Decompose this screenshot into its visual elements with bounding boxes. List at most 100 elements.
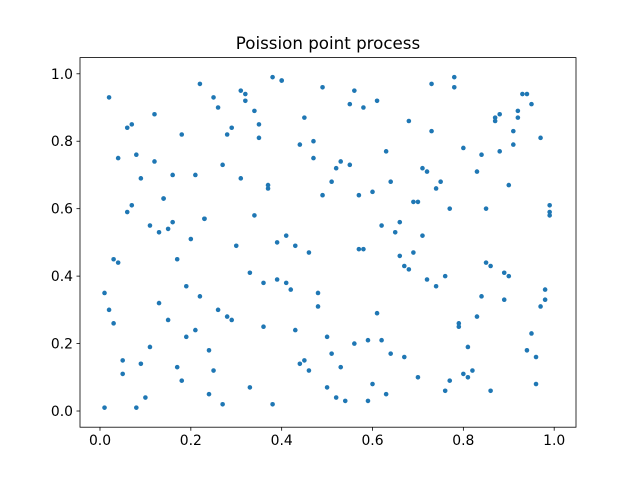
scatter-point [456, 321, 462, 326]
scatter-point [429, 81, 434, 87]
scatter-point [492, 115, 498, 120]
scatter-point [229, 317, 235, 323]
scatter-point [238, 88, 244, 93]
scatter-point [538, 304, 543, 309]
scatter-point [383, 149, 389, 154]
scatter-point [224, 314, 230, 319]
scatter-point [329, 179, 334, 184]
scatter-point [361, 105, 366, 110]
scatter-point [188, 236, 194, 242]
scatter-point [315, 290, 321, 296]
scatter-point [283, 233, 289, 238]
scatter-point [206, 348, 212, 353]
scatter-point [143, 395, 148, 400]
scatter-point [252, 213, 257, 218]
scatter-point [465, 344, 471, 350]
scatter-point [179, 378, 185, 383]
scatter-point [397, 219, 403, 225]
scatter-point [297, 361, 303, 367]
scatter-point [424, 169, 430, 174]
scatter-point [333, 165, 339, 171]
scatter-point [165, 226, 171, 232]
scatter-point [511, 142, 516, 147]
scatter-point [238, 176, 244, 181]
scatter-point [306, 250, 312, 255]
scatter-point [352, 341, 357, 346]
scatter-point [279, 78, 284, 83]
scatter-point [111, 256, 116, 262]
scatter-point [124, 209, 130, 215]
scatter-point [311, 155, 316, 161]
scatter-point [138, 361, 144, 367]
scatter-point [347, 101, 353, 107]
scatter-point [306, 368, 312, 373]
x-tick-label: 1.0 [543, 433, 565, 449]
scatter-point [243, 91, 248, 97]
scatter-point [324, 385, 330, 390]
scatter-point [261, 324, 266, 330]
scatter-point [415, 374, 421, 380]
scatter-point [370, 381, 375, 387]
scatter-point [388, 179, 393, 184]
scatter-point [497, 149, 502, 154]
scatter-point [115, 155, 121, 161]
scatter-point [179, 132, 185, 137]
scatter-point [429, 128, 434, 134]
scatter-point [265, 182, 271, 188]
scatter-point [506, 273, 512, 279]
scatter-point [356, 246, 362, 252]
scatter-point [270, 74, 275, 80]
scatter-point [302, 115, 307, 120]
scatter-point [220, 162, 225, 168]
scatter-point [547, 203, 552, 208]
scatter-point [247, 385, 253, 390]
scatter-point [406, 267, 412, 272]
scatter-point [106, 307, 112, 313]
scatter-point [547, 209, 552, 215]
scatter-point [102, 290, 107, 296]
scatter-point [338, 364, 344, 370]
scatter-point [488, 263, 493, 269]
y-tick-label: 0.0 [51, 404, 73, 420]
scatter-point [447, 206, 453, 211]
scatter-point [402, 354, 407, 360]
y-tick-label: 0.4 [51, 269, 73, 285]
scatter-point [211, 95, 216, 100]
scatter-point [261, 280, 266, 286]
scatter-point [165, 317, 171, 323]
scatter-point [506, 182, 512, 188]
scatter-point [529, 331, 534, 336]
scatter-point [542, 297, 548, 303]
scatter-point [397, 253, 403, 259]
scatter-point [447, 378, 453, 383]
scatter-point [297, 142, 303, 147]
scatter-point [456, 324, 462, 330]
scatter-point [147, 344, 153, 350]
scatter-point [483, 206, 489, 211]
scatter-point [533, 354, 539, 360]
scatter-point [193, 327, 198, 333]
x-tick-label: 0.6 [361, 433, 383, 449]
scatter-point [320, 84, 325, 90]
scatter-point [215, 105, 221, 110]
scatter-point [229, 125, 235, 131]
scatter-point [170, 172, 175, 178]
scatter-point [388, 351, 393, 356]
y-tick-label: 0.6 [51, 202, 73, 218]
scatter-point [324, 334, 330, 340]
scatter-point [183, 334, 189, 340]
scatter-point [461, 371, 466, 377]
chart-title: Poission point process [236, 33, 420, 53]
y-tick-label: 0.2 [51, 337, 73, 353]
scatter-point [356, 192, 362, 198]
scatter-point [270, 401, 275, 407]
scatter-point [524, 348, 530, 353]
scatter-point [379, 337, 384, 343]
scatter-point [433, 186, 439, 191]
scatter-point [292, 243, 298, 249]
scatter-point [274, 277, 280, 282]
scatter-point [292, 327, 298, 333]
scatter-point [315, 304, 321, 309]
scatter-point [383, 391, 389, 397]
